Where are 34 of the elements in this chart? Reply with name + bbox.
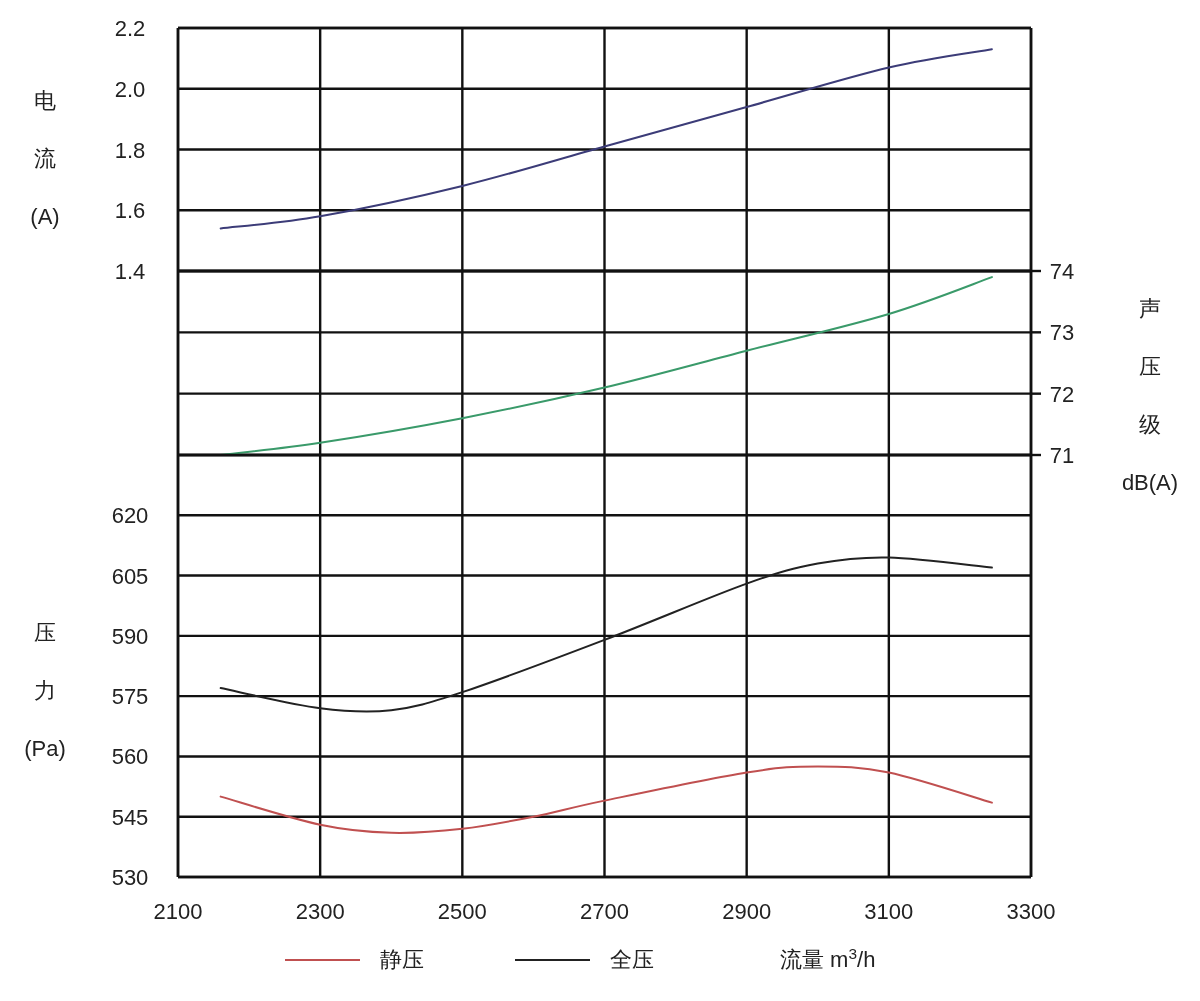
y-tick-label: 2.2	[114, 16, 146, 41]
x-tick-label: 2100	[153, 899, 203, 924]
legend-item: 全压	[514, 947, 654, 972]
text: 压力(Pa)	[24, 620, 66, 761]
x-axis-title: 流量 m$^{3}$/h	[780, 944, 876, 972]
y-tick-label: 530	[111, 865, 149, 890]
y-tick-label: 605	[111, 563, 149, 589]
y-tick-label: 2.0	[114, 76, 146, 102]
legend-item: 静压	[284, 947, 424, 972]
y-tick-label: 545	[111, 804, 149, 830]
y-tick-label: 620	[111, 503, 149, 529]
line-series	[219, 556, 993, 713]
legend-label: 全压	[610, 947, 654, 972]
x-tick-label: 2700	[580, 899, 629, 924]
y-tick-label: 575	[111, 684, 149, 710]
x-tick-label: 2300	[295, 899, 345, 924]
y2-tick-label: 71	[1049, 443, 1075, 468]
line-series	[219, 48, 993, 230]
text: 电流(A)	[30, 88, 60, 229]
legend-label: 静压	[380, 947, 424, 972]
x-tick-label: 3300	[1006, 899, 1056, 924]
y-tick-label: 1.4	[114, 259, 146, 284]
line-series	[219, 765, 993, 834]
y-tick-label: 1.6	[114, 198, 146, 224]
y-tick-label: 590	[111, 623, 149, 649]
x-tick-label: 2500	[437, 899, 487, 924]
y-tick-label: 1.8	[114, 137, 146, 163]
y2-tick-label: 73	[1049, 320, 1075, 346]
text: 声压级dB(A)	[1121, 296, 1179, 495]
x-tick-label: 3100	[864, 899, 914, 924]
x-tick-label: 2900	[722, 899, 772, 924]
y-tick-label: 560	[111, 744, 149, 770]
y2-tick-label: 74	[1049, 259, 1075, 284]
y2-tick-label: 72	[1049, 381, 1075, 407]
